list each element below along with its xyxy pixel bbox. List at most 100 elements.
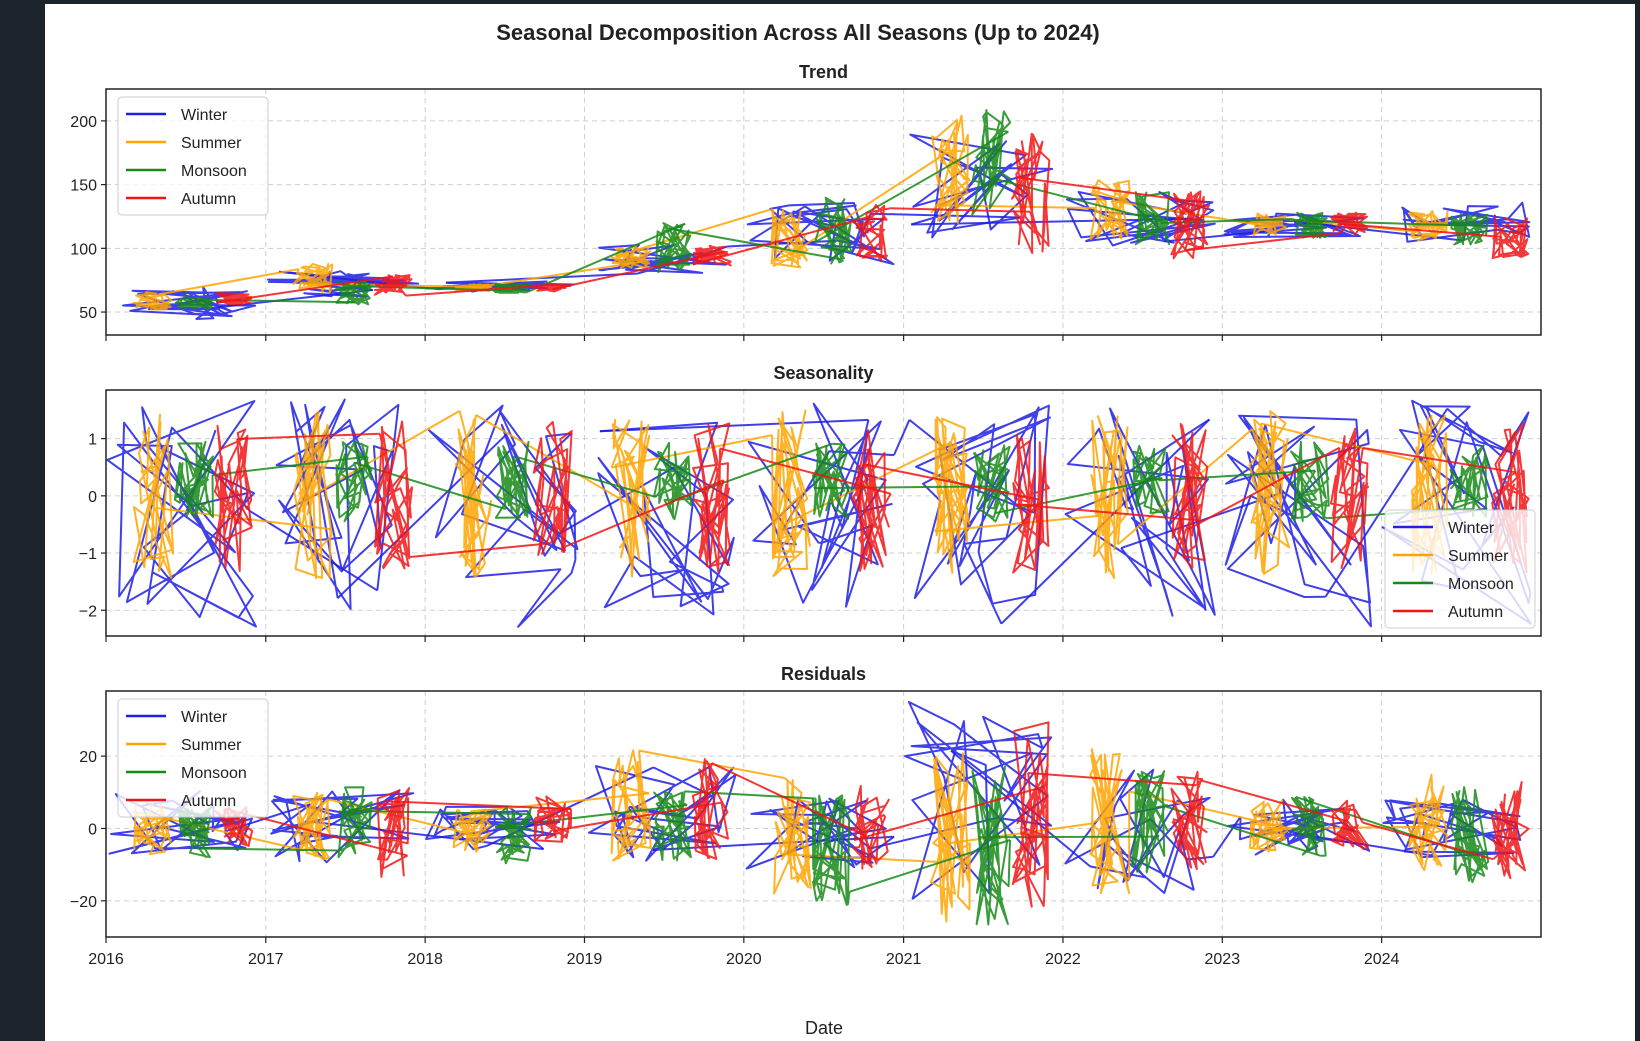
series-line: [851, 429, 892, 572]
series-connector: [405, 284, 538, 297]
y-tick-label: 100: [70, 241, 97, 258]
legend-label: Winter: [181, 107, 228, 124]
series-connector: [249, 510, 378, 592]
panel-title: Trend: [799, 62, 848, 82]
legend-label: Autumn: [181, 793, 236, 810]
panel-title: Seasonality: [773, 363, 873, 383]
series-line: [812, 442, 851, 520]
series-line: [1449, 444, 1490, 518]
series-autumn: [215, 132, 1530, 306]
series-connector: [158, 268, 299, 296]
series-connector: [1362, 446, 1517, 474]
legend-label: Monsoon: [181, 163, 247, 180]
series-line: [1131, 444, 1170, 515]
legend-label: Autumn: [181, 191, 236, 208]
series-line: [973, 444, 1011, 523]
y-tick-label: −2: [79, 603, 97, 620]
legend-label: Autumn: [1448, 604, 1503, 621]
x-tick-label: 2019: [567, 951, 603, 968]
series-line: [971, 765, 1011, 926]
y-tick-label: 0: [88, 489, 97, 506]
legend-box: [1384, 509, 1536, 629]
series-connector: [517, 456, 656, 498]
series-line: [1292, 211, 1328, 239]
panel-trend: Trend 50 100 150 200 Winter Summer Monsoon Autum…: [70, 62, 1542, 341]
series-connector: [1362, 821, 1494, 861]
series-line: [451, 808, 493, 853]
series-connector: [1028, 771, 1197, 787]
series-line: [215, 292, 253, 306]
series-connector: [525, 222, 686, 294]
series-connector: [1015, 176, 1187, 202]
series-line: [811, 794, 851, 906]
series-line: [132, 291, 173, 311]
panel-seasonality: Seasonality −2 −1 0 1 Winter Summer Monsoon Autu…: [79, 363, 1542, 642]
series-connector: [950, 750, 1091, 868]
series-connector: [814, 485, 992, 490]
series-line: [770, 208, 809, 269]
y-tick-label: 150: [70, 178, 97, 195]
series-autumn: [214, 721, 1530, 908]
panel-frame: [105, 88, 1542, 336]
series-group: [122, 109, 1531, 320]
series-line: [929, 752, 971, 923]
series-connector: [383, 800, 572, 811]
panel-title: Residuals: [781, 664, 866, 684]
series-line: [692, 422, 732, 573]
series-connector: [934, 514, 1099, 533]
series-line: [1171, 422, 1209, 569]
series-line: [292, 262, 334, 294]
series-line: [374, 420, 414, 570]
series-connector: [853, 785, 1046, 842]
series-monsoon: [177, 765, 1490, 926]
series-connector: [937, 204, 1095, 210]
x-tick-label: 2020: [726, 951, 762, 968]
series-line: [373, 274, 413, 297]
series-group: [108, 701, 1530, 926]
series-line: [1170, 190, 1210, 260]
series-connector: [455, 260, 644, 292]
series-line: [1330, 799, 1369, 851]
y-tick-label: 50: [79, 305, 97, 322]
series-summer: [132, 114, 1449, 311]
series-line: [814, 196, 852, 265]
series-connector: [1212, 816, 1242, 858]
x-axis-label: Date: [805, 1018, 843, 1038]
series-line: [1134, 191, 1171, 246]
series-line: [132, 413, 175, 579]
legend-label: Monsoon: [1448, 576, 1514, 593]
x-tick-label: 2021: [886, 951, 922, 968]
series-line: [610, 245, 652, 270]
series-connector: [1187, 446, 1340, 531]
series-winter: [106, 398, 1532, 628]
series-line: [1089, 748, 1131, 895]
series-line: [1012, 434, 1050, 574]
series-connector: [1015, 503, 1199, 522]
y-tick-label: 1: [88, 432, 97, 449]
series-line: [334, 279, 372, 306]
series-connector: [711, 762, 867, 837]
series-line: [1407, 210, 1449, 242]
chart-svg: Seasonal Decomposition Across All Season…: [70, 20, 1542, 1038]
series-line: [1491, 216, 1530, 259]
series-line: [532, 421, 573, 556]
x-tick-label: 2018: [407, 951, 443, 968]
panel-residuals: Residuals −20 0 20 2016 2017 2018 2019 2020 2021 2…: [70, 664, 1542, 968]
series-line: [852, 204, 891, 263]
series-line: [337, 786, 373, 859]
series-line: [1450, 212, 1489, 246]
series-connector: [862, 463, 1040, 501]
series-connector: [1184, 232, 1341, 252]
series-line: [335, 440, 373, 523]
series-line: [1290, 440, 1330, 523]
y-tick-label: −20: [70, 894, 97, 911]
series-line: [1330, 427, 1370, 569]
series-line: [1011, 721, 1050, 908]
y-tick-label: 200: [70, 114, 97, 131]
series-connector: [559, 466, 675, 535]
x-tick-label: 2024: [1364, 951, 1400, 968]
series-autumn: [213, 420, 1530, 574]
x-tick-label: 2023: [1205, 951, 1241, 968]
series-connector: [337, 433, 507, 599]
series-connector: [564, 479, 725, 548]
